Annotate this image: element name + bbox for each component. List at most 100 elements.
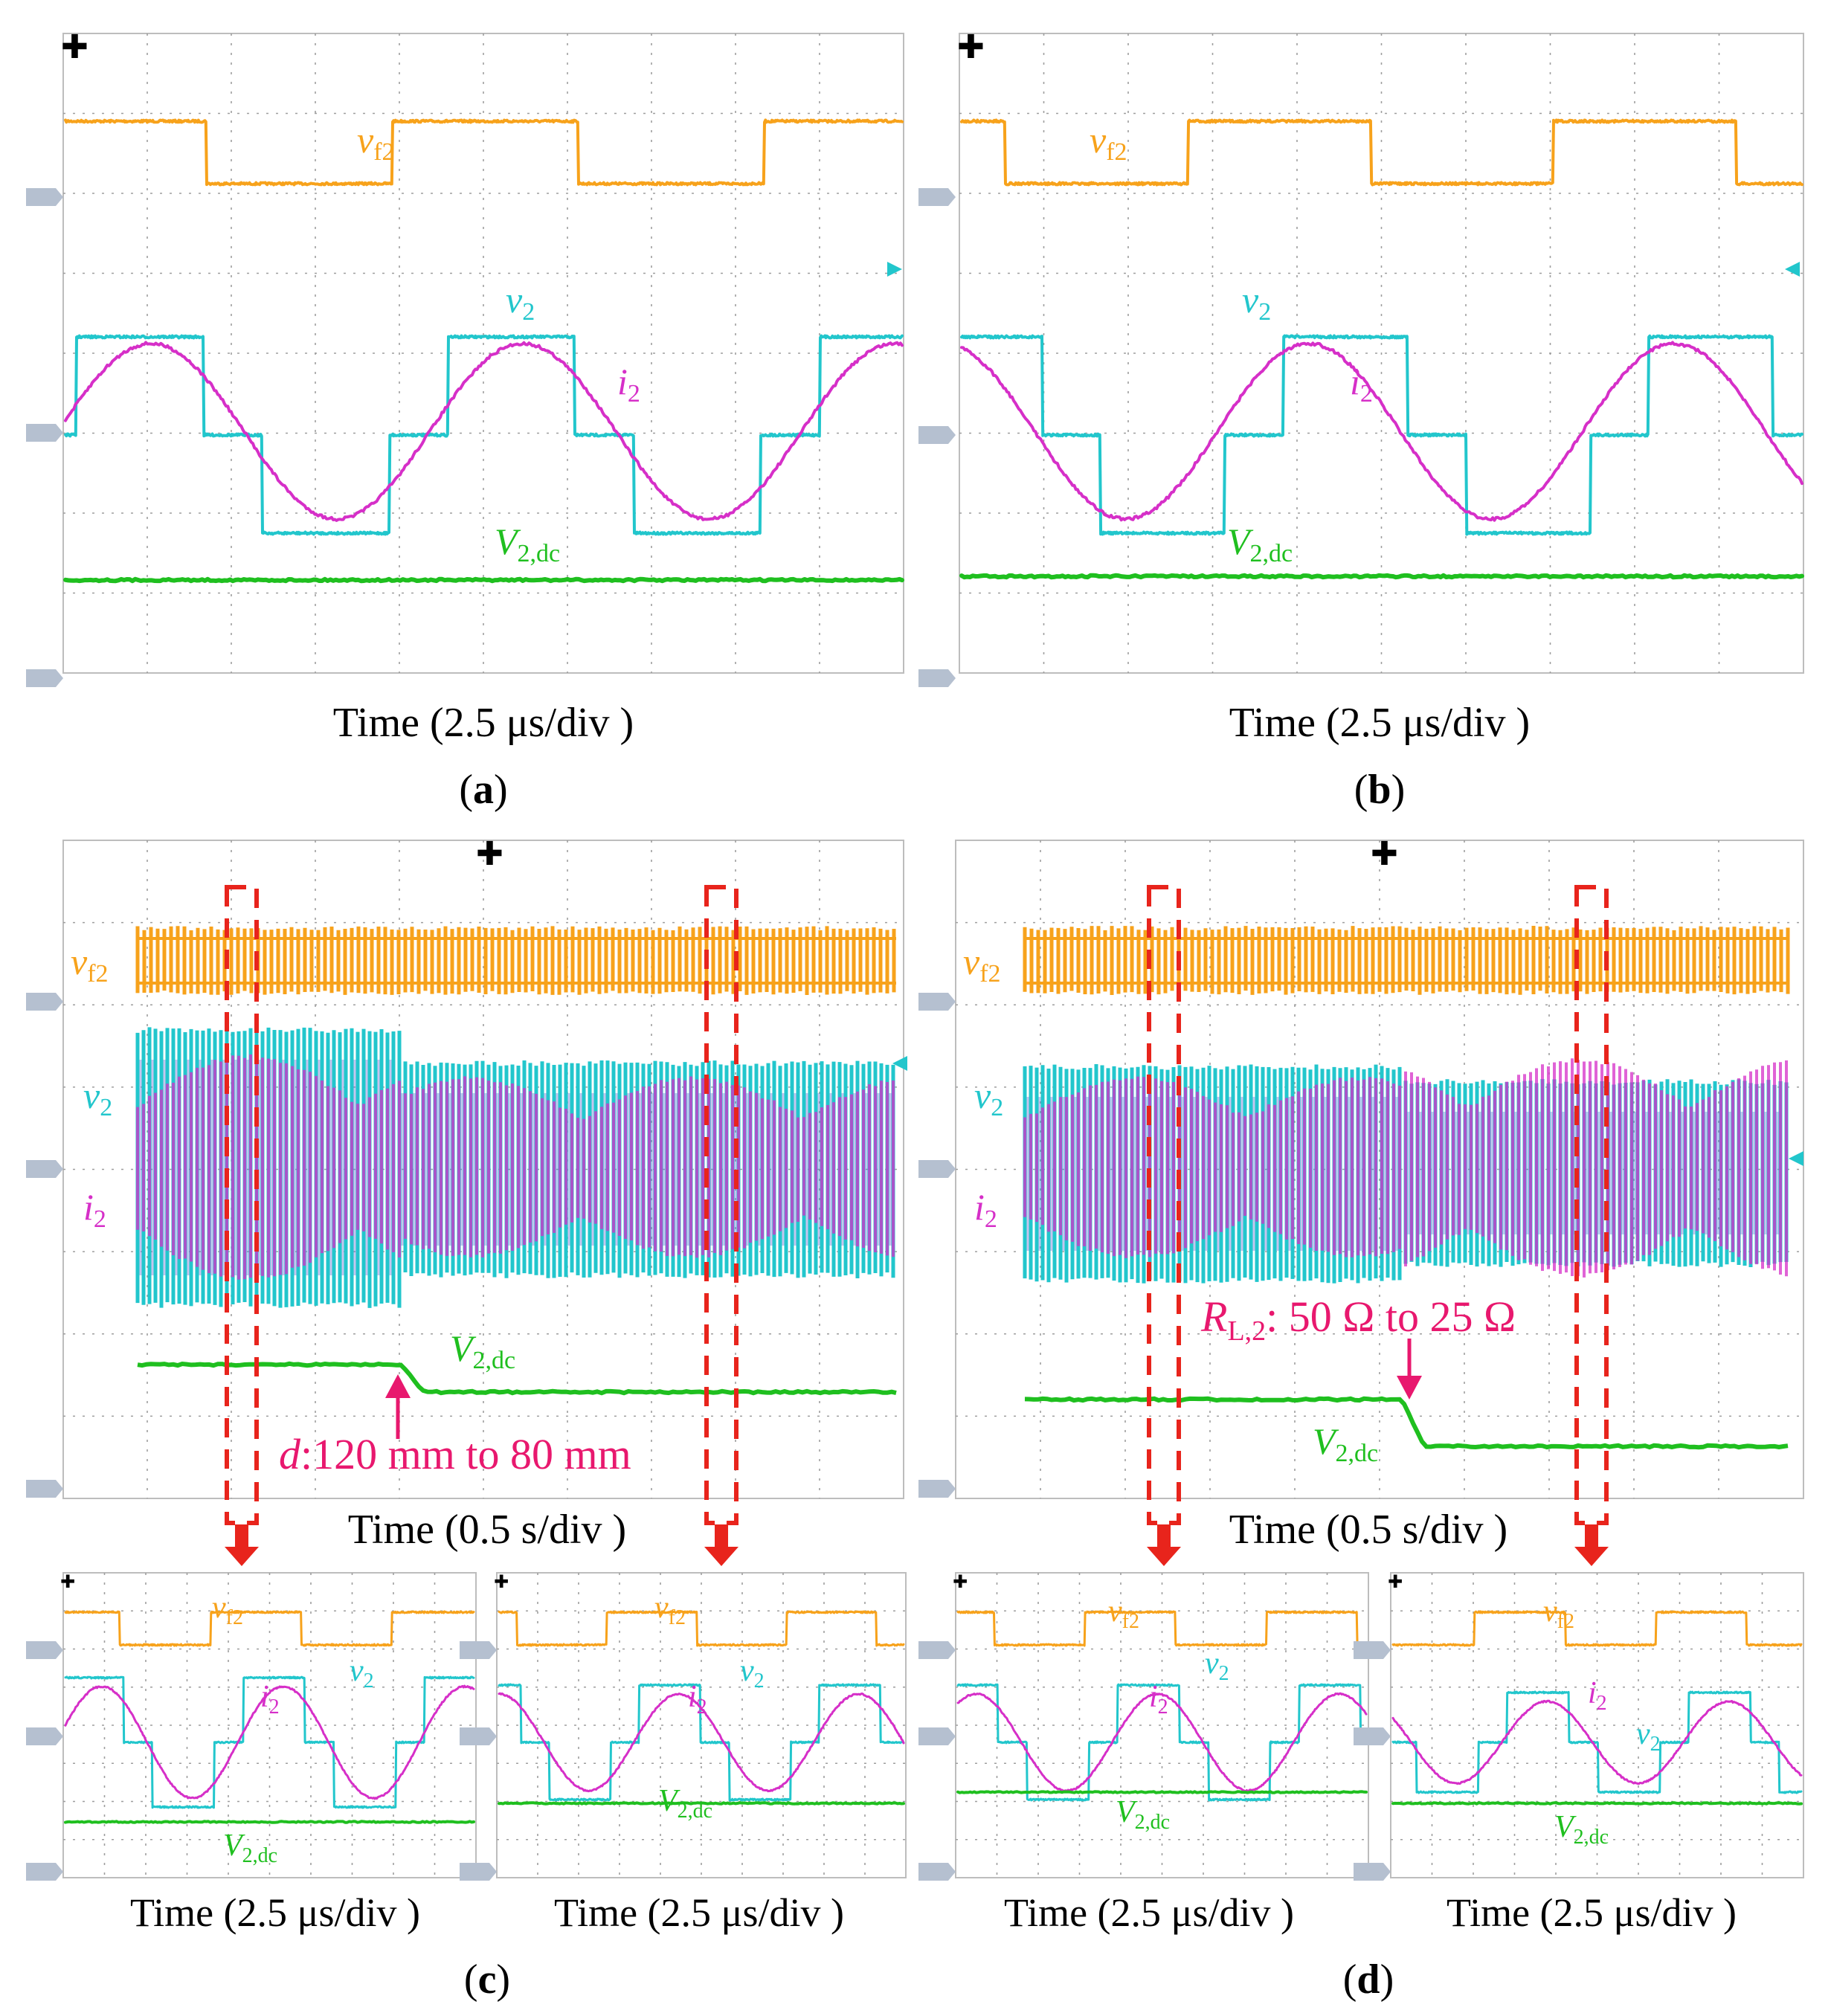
label-vf2: vf2 [654, 1591, 686, 1629]
label-i2: i2 [1149, 1680, 1168, 1719]
v2-trace [64, 1675, 475, 1809]
channel-marker [918, 1641, 956, 1659]
time-caption-d1: Time (2.5 μs/div ) [1004, 1890, 1294, 1935]
time-caption-c1: Time (2.5 μs/div ) [130, 1890, 420, 1935]
label-i2: i2 [260, 1680, 280, 1719]
label-vf2-a: vf2 [357, 119, 395, 166]
channel-marker [918, 1863, 956, 1881]
label-i2: i2 [688, 1680, 707, 1719]
trace-vf2-a [64, 118, 904, 187]
zoom-window-c-1 [225, 885, 259, 1525]
channel-marker [1354, 1863, 1391, 1881]
label-v2: v2 [1205, 1646, 1229, 1685]
channel-marker-b-3 [918, 669, 956, 687]
trace-i2-a [64, 341, 904, 522]
event-arrowhead-c [385, 1374, 411, 1398]
zoom-arrow-c-2 [704, 1524, 738, 1566]
trace-vdc-b [959, 573, 1804, 580]
zoom-panel-c1: ✚ vf2 v2 i2 V2,dc Time (2.5 μs/div ) [26, 1571, 477, 1935]
v2-trace [956, 1683, 1368, 1802]
zoom-window-c-2 [704, 885, 738, 1525]
v2-trace [1391, 1690, 1803, 1794]
i2-trace [1391, 1699, 1803, 1785]
label-i2-c: i2 [83, 1186, 106, 1233]
channel-marker [1354, 1727, 1391, 1745]
vdc-trace [956, 1790, 1368, 1794]
label-vdc: V2,dc [1116, 1795, 1170, 1834]
vf2-trace [956, 1610, 1368, 1647]
channel-marker [1354, 1641, 1391, 1659]
time-caption-d2: Time (2.5 μs/div ) [1447, 1890, 1737, 1935]
label-vdc: V2,dc [658, 1784, 712, 1823]
traces-c [135, 926, 897, 1396]
channel-marker [460, 1863, 497, 1881]
label-vf2: vf2 [1543, 1594, 1574, 1633]
label-i2-d: i2 [974, 1186, 997, 1233]
zoom-arrow-d-1 [1147, 1524, 1181, 1566]
svg-text:✚: ✚ [1388, 1571, 1403, 1592]
event-label-c: d:120 mm to 80 mm [279, 1430, 631, 1478]
i2-trace [956, 1692, 1368, 1793]
trigger-marker-c: ✚ [476, 835, 503, 873]
time-caption-d-main: Time (0.5 s/div ) [1229, 1507, 1507, 1553]
level-marker-a [887, 262, 902, 277]
label-vdc-a: V2,dc [495, 521, 560, 567]
level-marker-d [1789, 1151, 1803, 1166]
panel-letter-c: (c) [464, 1957, 510, 2003]
panel-b: ✚ vf2 v2 i2 V2,dc Time (2.5 μs/div ) (b) [918, 28, 1804, 813]
label-v2-b: v2 [1242, 279, 1271, 326]
channel-marker [26, 1727, 63, 1745]
i2-trace [498, 1692, 905, 1793]
vdc-trace [1024, 1396, 1789, 1450]
channel-marker-c-3 [26, 1480, 63, 1498]
time-caption-c-main: Time (0.5 s/div ) [348, 1507, 626, 1553]
label-vdc: V2,dc [1554, 1810, 1609, 1849]
zoom-panel-d2: ✚ vf2 v2 i2 V2,dc Time (2.5 μs/div ) [1354, 1571, 1804, 1935]
channel-marker [26, 1863, 63, 1881]
panel-c: ✚ vf2 v2 i2 V2,dc d:120 mm to 80 mm Time… [26, 835, 907, 1566]
channel-marker [26, 1641, 63, 1659]
i2-envelope [1023, 1058, 1788, 1278]
channel-marker-b-2 [918, 426, 956, 444]
vf2-trace [498, 1610, 905, 1647]
panel-a: ✚ vf2 v2 i2 V2,dc Time (2.5 μs/div ) (a) [26, 28, 904, 813]
vdc-trace [64, 1820, 475, 1824]
label-vdc-b: V2,dc [1227, 521, 1293, 567]
channel-marker-a-1 [26, 188, 63, 206]
zoom-window-d-2 [1574, 885, 1609, 1525]
panel-letter-a: (a) [459, 767, 507, 813]
label-vf2-d: vf2 [963, 941, 1001, 988]
level-marker-c [892, 1056, 907, 1071]
trigger-marker-d: ✚ [1371, 835, 1398, 873]
label-i2-b: i2 [1350, 361, 1373, 408]
zoom-panels: ✚ vf2 v2 i2 V2,dc Time (2.5 μs/div ) ✚ vf2 v2 i2 V… [26, 1571, 1804, 1935]
panel-letter-b: (b) [1354, 767, 1405, 813]
channel-marker-a-2 [26, 424, 63, 442]
label-v2: v2 [740, 1654, 765, 1693]
time-caption-a: Time (2.5 μs/div ) [333, 700, 634, 746]
time-caption-b: Time (2.5 μs/div ) [1229, 700, 1530, 746]
channel-marker-a-3 [26, 669, 63, 687]
time-caption-c2: Time (2.5 μs/div ) [554, 1890, 844, 1935]
channel-marker [918, 1727, 956, 1745]
label-v2-a: v2 [506, 279, 535, 326]
panel-d: ✚ vf2 v2 i2 V2,dc RL,2: 50 Ω to 25 Ω Tim… [918, 835, 1804, 1566]
label-vdc-c: V2,dc [450, 1327, 515, 1374]
level-marker-b [1785, 262, 1800, 277]
label-vdc: V2,dc [223, 1829, 277, 1867]
channel-marker [460, 1641, 497, 1659]
channel-marker-d-2 [918, 1160, 956, 1178]
trace-vdc-a [63, 576, 904, 584]
label-vdc-d: V2,dc [1313, 1420, 1378, 1467]
label-v2: v2 [350, 1654, 374, 1693]
grid-b [959, 33, 1803, 673]
zoom-panel-d1: ✚ vf2 v2 i2 V2,dc Time (2.5 μs/div ) [918, 1571, 1369, 1935]
channel-marker-c-1 [26, 993, 63, 1011]
svg-text:✚: ✚ [60, 1571, 75, 1592]
svg-text:✚: ✚ [953, 1571, 968, 1592]
label-vf2-b: vf2 [1090, 119, 1127, 166]
svg-text:✚: ✚ [494, 1571, 509, 1592]
trace-i2-b [960, 341, 1803, 522]
vf2-trace [64, 1610, 475, 1647]
